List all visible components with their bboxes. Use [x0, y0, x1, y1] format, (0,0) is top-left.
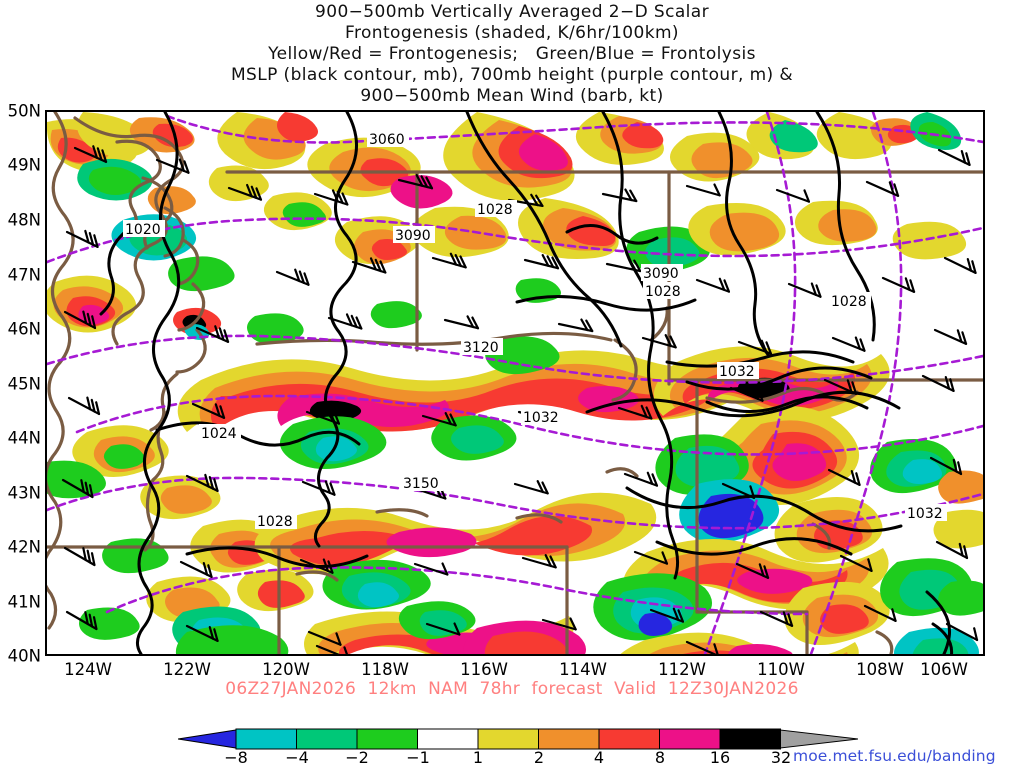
title-line-3: Yellow/Red = Frontogenesis; Green/Blue =… — [268, 44, 756, 64]
mslp-label-1028-b: 1028 — [643, 282, 685, 300]
colorbar-band-neg8-neg4 — [235, 728, 297, 750]
svg-text:1028: 1028 — [257, 514, 293, 530]
x-label-124W: 124W — [64, 660, 112, 679]
colorbar-over-arrow — [780, 729, 858, 749]
svg-text:3150: 3150 — [403, 476, 439, 492]
colorbar-band-neg2-neg1 — [356, 728, 418, 750]
x-label-120W: 120W — [262, 660, 310, 679]
mslp-label-1024: 1024 — [199, 424, 241, 442]
title-line-4: MSLP (black contour, mb), 700mb height (… — [230, 65, 794, 85]
svg-text:1032: 1032 — [523, 410, 559, 426]
svg-text:1028: 1028 — [645, 284, 681, 300]
height-label-3150: 3150 — [401, 474, 443, 492]
colorbar-under-arrow — [178, 729, 237, 749]
y-label-46N: 46N — [7, 319, 41, 339]
mslp-label-1032-c: 1032 — [905, 504, 947, 522]
colorbar-tick-1: 1 — [472, 748, 484, 767]
height-label-3090-a: 3090 — [393, 226, 435, 244]
y-label-49N: 49N — [7, 155, 41, 175]
svg-text:1024: 1024 — [201, 426, 237, 442]
y-label-50N: 50N — [7, 101, 41, 121]
y-label-40N: 40N — [7, 646, 41, 666]
shade-group-south-central — [254, 492, 657, 654]
y-label-47N: 47N — [7, 265, 41, 285]
mslp-label-1032-b: 1032 — [717, 362, 759, 380]
map-plot-area: 1020 1024 1028 1028 1028 1028 1032 1032 … — [45, 110, 985, 656]
x-label-116W: 116W — [460, 660, 508, 679]
svg-text:3060: 3060 — [369, 132, 405, 148]
colorbar-band-4-8 — [598, 728, 660, 750]
svg-text:1028: 1028 — [831, 294, 867, 310]
shade-group-south-edge — [176, 620, 587, 654]
height-label-3090-b: 3090 — [641, 264, 683, 282]
colorbar-band-neutral — [417, 728, 479, 750]
shade-group-midnorth — [147, 165, 967, 273]
y-label-42N: 42N — [7, 537, 41, 557]
shade-group-central-band — [177, 350, 783, 432]
mslp-label-1028-c: 1028 — [829, 292, 871, 310]
colorbar-tick--2: −2 — [345, 748, 369, 767]
colorbar-tick-32: 32 — [770, 748, 792, 767]
wind-barbs — [61, 145, 979, 654]
contour-label-layer: 1020 1024 1028 1028 1028 1028 1032 1032 … — [123, 130, 947, 530]
colorbar-band-16-32 — [719, 728, 781, 750]
svg-text:1032: 1032 — [907, 506, 943, 522]
mslp-label-1032-a: 1032 — [521, 408, 563, 426]
colorbar-tick-4: 4 — [593, 748, 605, 767]
height-label-3120: 3120 — [461, 338, 503, 356]
source-watermark: moe.met.fsu.edu/banding — [793, 747, 996, 765]
height-contours — [47, 112, 983, 654]
x-label-108W: 108W — [856, 660, 904, 679]
colorbar-band-2-4 — [538, 728, 600, 750]
colorbar-tick-16: 16 — [709, 748, 731, 767]
y-label-41N: 41N — [7, 592, 41, 612]
svg-text:3120: 3120 — [463, 340, 499, 356]
colorbar-band-neg4-neg2 — [296, 728, 358, 750]
colorbar-tick-2: 2 — [533, 748, 545, 767]
colorbar — [178, 728, 858, 750]
svg-text:1032: 1032 — [719, 364, 755, 380]
mslp-label-1020: 1020 — [123, 220, 165, 238]
colorbar-tick--1: −1 — [406, 748, 430, 767]
y-label-43N: 43N — [7, 483, 41, 503]
chart-title-block: 900−500mb Vertically Averaged 2−D Scalar… — [0, 2, 1024, 107]
x-label-106W: 106W — [920, 660, 968, 679]
colorbar-tick--4: −4 — [285, 748, 309, 767]
svg-text:3090: 3090 — [643, 266, 679, 282]
state-borders — [47, 112, 983, 654]
x-label-110W: 110W — [757, 660, 805, 679]
mslp-label-1028-d: 1028 — [255, 512, 297, 530]
x-label-114W: 114W — [559, 660, 607, 679]
mslp-label-1028-a: 1028 — [475, 200, 517, 218]
y-label-44N: 44N — [7, 428, 41, 448]
x-label-118W: 118W — [361, 660, 409, 679]
y-label-45N: 45N — [7, 374, 41, 394]
map-canvas: 1020 1024 1028 1028 1028 1028 1032 1032 … — [47, 112, 983, 654]
shade-group-southeast — [593, 470, 983, 654]
svg-text:1028: 1028 — [477, 202, 513, 218]
svg-text:1020: 1020 — [125, 222, 161, 238]
colorbar-band-1-2 — [477, 728, 539, 750]
colorbar-tick--8: −8 — [224, 748, 248, 767]
x-label-112W: 112W — [658, 660, 706, 679]
title-line-2: Frontogenesis (shaded, K/6hr/100km) — [345, 23, 679, 43]
colorbar-tick-8: 8 — [654, 748, 666, 767]
y-label-48N: 48N — [7, 210, 41, 230]
colorbar-band-8-16 — [659, 728, 721, 750]
frontogenesis-shading — [47, 112, 983, 654]
title-line-1: 900−500mb Vertically Averaged 2−D Scalar — [315, 2, 709, 22]
title-line-5: 900−500mb Mean Wind (barb, kt) — [360, 86, 664, 106]
x-label-122W: 122W — [163, 660, 211, 679]
height-label-3060: 3060 — [367, 130, 409, 148]
svg-text:3090: 3090 — [395, 228, 431, 244]
forecast-caption: 06Z27JAN2026 12km NAM 78hr forecast Vali… — [225, 679, 799, 699]
